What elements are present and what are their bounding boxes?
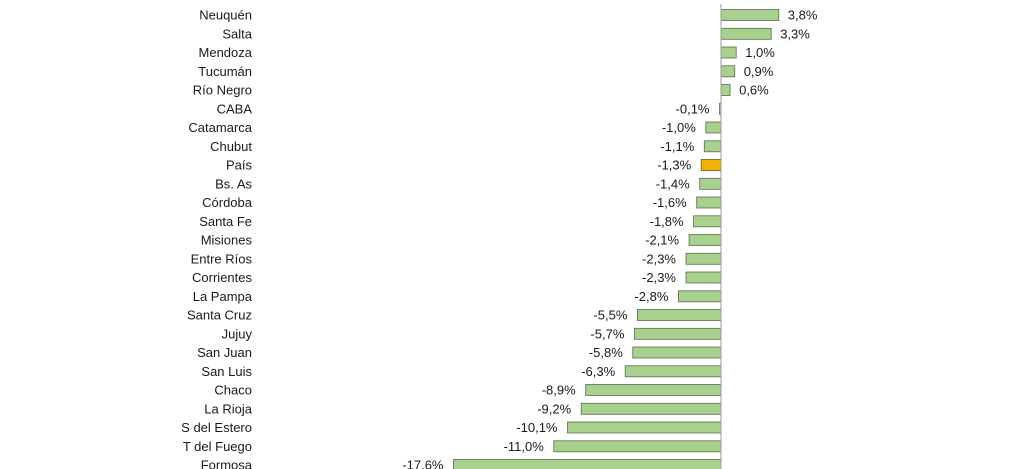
bar-entre-rios	[685, 252, 722, 265]
category-label-santa-fe: Santa Fe	[199, 214, 252, 229]
bar-salta	[720, 27, 772, 40]
category-label-chubut: Chubut	[210, 139, 252, 154]
value-label-entre-rios: -2,3%	[642, 251, 676, 266]
value-label-san-juan: -5,8%	[589, 345, 623, 360]
category-label-salta: Salta	[222, 26, 252, 41]
value-label-t-del-fuego: -11,0%	[504, 439, 545, 454]
value-label-tucuman: 0,9%	[744, 64, 774, 79]
bars	[453, 9, 780, 469]
category-label-caba: CABA	[217, 101, 253, 116]
category-labels: Neuquén Salta Mendoza Tucumán Río Negro CABA C…	[181, 8, 253, 469]
category-label-t-del-fuego: T del Fuego	[183, 439, 252, 454]
bar-t-del-fuego	[553, 440, 722, 453]
bar-s-del-estero	[567, 421, 722, 434]
category-label-corrientes: Corrientes	[192, 270, 252, 285]
bar-misiones	[688, 234, 722, 246]
value-label-santa-fe: -1,8%	[650, 214, 684, 229]
category-label-tucuman: Tucumán	[198, 64, 252, 79]
bar-jujuy	[634, 327, 722, 340]
category-label-cordoba: Córdoba	[202, 195, 253, 210]
bar-catamarca	[705, 121, 722, 134]
bar-la-pampa	[678, 290, 722, 303]
bar-chubut	[703, 140, 722, 153]
value-label-cordoba: -1,6%	[653, 195, 687, 210]
bar-la-rioja	[580, 402, 722, 415]
value-label-chubut: -1,1%	[660, 139, 694, 154]
bar-santa-cruz	[637, 309, 722, 321]
category-label-misiones: Misiones	[201, 233, 253, 248]
bar-rio-negro	[720, 84, 731, 96]
bar-santa-fe	[693, 215, 722, 228]
category-label-entre-rios: Entre Ríos	[191, 251, 253, 266]
bar-san-luis	[624, 365, 722, 378]
value-label-s-del-estero: -10,1%	[516, 420, 558, 435]
bar-bs-as	[699, 177, 722, 190]
category-label-santa-cruz: Santa Cruz	[187, 308, 252, 323]
category-label-rio-negro: Río Negro	[193, 83, 252, 98]
category-label-jujuy: Jujuy	[222, 326, 253, 341]
bar-chaco	[585, 384, 722, 396]
category-label-catamarca: Catamarca	[188, 120, 252, 135]
value-labels: 3,8% 3,3% 1,0% 0,9% 0,6% -0,1% -1,0% -1,1% -1,3%…	[402, 8, 818, 469]
bar-san-juan	[632, 346, 722, 359]
value-label-santa-cruz: -5,5%	[593, 308, 627, 323]
category-label-san-juan: San Juan	[197, 345, 252, 360]
bar-neuquen	[720, 9, 780, 21]
value-label-corrientes: -2,3%	[642, 270, 676, 285]
category-label-la-pampa: La Pampa	[193, 289, 253, 304]
value-label-jujuy: -5,7%	[590, 326, 624, 341]
value-label-la-pampa: -2,8%	[634, 289, 668, 304]
value-label-salta: 3,3%	[780, 26, 810, 41]
value-label-misiones: -2,1%	[645, 233, 679, 248]
bar-tucuman	[720, 65, 736, 78]
value-label-catamarca: -1,0%	[662, 120, 696, 135]
bar-mendoza	[720, 46, 737, 59]
value-label-formosa: -17,6%	[402, 458, 444, 469]
category-label-la-rioja: La Rioja	[204, 401, 252, 416]
bar-cordoba	[696, 196, 722, 209]
bar-formosa	[453, 459, 722, 469]
value-label-pais: -1,3%	[657, 158, 691, 173]
category-label-pais: País	[226, 158, 253, 173]
category-label-chaco: Chaco	[214, 383, 252, 398]
value-label-chaco: -8,9%	[542, 383, 576, 398]
category-label-s-del-estero: S del Estero	[181, 420, 252, 435]
category-label-mendoza: Mendoza	[199, 45, 253, 60]
value-label-la-rioja: -9,2%	[537, 401, 571, 416]
bar-pais	[700, 159, 722, 171]
value-label-san-luis: -6,3%	[581, 364, 615, 379]
value-label-rio-negro: 0,6%	[739, 83, 769, 98]
bar-corrientes	[685, 271, 722, 284]
value-label-caba: -0,1%	[676, 101, 710, 116]
category-label-neuquen: Neuquén	[199, 8, 252, 23]
value-label-bs-as: -1,4%	[656, 176, 690, 191]
category-label-formosa: Formosa	[201, 458, 253, 469]
category-label-bs-as: Bs. As	[215, 176, 252, 191]
value-label-mendoza: 1,0%	[745, 45, 775, 60]
value-label-neuquen: 3,8%	[788, 8, 818, 23]
category-label-san-luis: San Luis	[201, 364, 252, 379]
